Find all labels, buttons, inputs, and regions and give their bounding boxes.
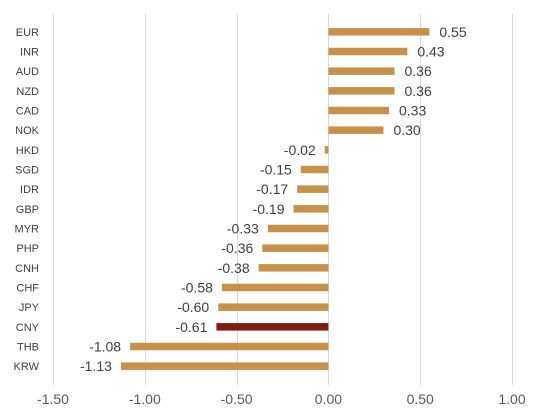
data-labels: 0.55 0.43 0.36 0.36 0.33 0.30 -0.02 -0.15 -0.17 -… bbox=[80, 24, 467, 374]
bar-cnh bbox=[258, 264, 329, 272]
x-axis-tick-labels: -1.50 -1.00 -0.50 0.00 0.50 1.00 bbox=[37, 391, 526, 407]
x-tick-label: 1.00 bbox=[498, 391, 525, 407]
bars-group bbox=[120, 28, 430, 370]
bar-krw bbox=[120, 362, 329, 370]
category-label-chf: CHF bbox=[16, 283, 39, 295]
category-labels: EUR INR AUD NZD CAD NOK HKD SGD IDR GBP MYR PHP CNH C… bbox=[14, 27, 40, 373]
data-label-cad: 0.33 bbox=[399, 103, 426, 119]
bar-cny bbox=[216, 323, 329, 331]
category-label-idr: IDR bbox=[20, 184, 39, 196]
category-label-gbp: GBP bbox=[16, 204, 39, 216]
data-label-inr: 0.43 bbox=[417, 44, 444, 60]
data-label-nzd: 0.36 bbox=[404, 83, 431, 99]
category-label-thb: THB bbox=[17, 342, 39, 354]
category-label-sgd: SGD bbox=[15, 165, 39, 177]
data-label-gbp: -0.19 bbox=[253, 201, 285, 217]
bar-php bbox=[262, 244, 329, 252]
bar-thb bbox=[130, 342, 329, 351]
data-label-hkd: -0.02 bbox=[284, 142, 316, 158]
x-tick-label: 0.50 bbox=[407, 391, 434, 407]
x-tick-label: -1.50 bbox=[37, 391, 69, 407]
bar-nok bbox=[328, 126, 384, 134]
category-label-jpy: JPY bbox=[19, 302, 40, 314]
data-label-cny: -0.61 bbox=[175, 319, 207, 335]
data-label-php: -0.36 bbox=[221, 240, 253, 256]
category-label-php: PHP bbox=[16, 243, 39, 255]
category-label-inr: INR bbox=[20, 47, 39, 59]
category-label-krw: KRW bbox=[14, 361, 40, 373]
category-label-aud: AUD bbox=[16, 66, 39, 78]
bar-jpy bbox=[218, 303, 329, 311]
category-label-myr: MYR bbox=[15, 224, 40, 236]
data-label-eur: 0.55 bbox=[439, 24, 466, 40]
data-label-idr: -0.17 bbox=[256, 181, 288, 197]
bar-cad bbox=[328, 106, 389, 115]
category-label-eur: EUR bbox=[16, 27, 39, 39]
category-label-hkd: HKD bbox=[16, 145, 39, 157]
bar-sgd bbox=[300, 165, 329, 174]
data-label-thb: -1.08 bbox=[89, 339, 121, 355]
bar-gbp bbox=[293, 205, 329, 213]
data-label-nok: 0.30 bbox=[393, 122, 420, 138]
bar-idr bbox=[297, 185, 329, 193]
bar-chf bbox=[221, 283, 329, 292]
x-tick-label: 0.00 bbox=[315, 391, 342, 407]
bar-eur bbox=[328, 28, 430, 36]
data-label-sgd: -0.15 bbox=[260, 162, 292, 178]
bar-nzd bbox=[328, 87, 395, 95]
category-label-cny: CNY bbox=[16, 322, 40, 334]
category-label-nok: NOK bbox=[15, 125, 40, 137]
data-label-jpy: -0.60 bbox=[177, 299, 209, 315]
bar-myr bbox=[267, 224, 329, 233]
x-tick-label: -0.50 bbox=[221, 391, 253, 407]
data-label-myr: -0.33 bbox=[227, 221, 259, 237]
category-label-nzd: NZD bbox=[16, 86, 39, 98]
data-label-chf: -0.58 bbox=[181, 280, 213, 296]
data-label-krw: -1.13 bbox=[80, 358, 112, 374]
category-label-cad: CAD bbox=[16, 106, 39, 118]
grid-lines bbox=[53, 14, 513, 385]
x-tick-label: -1.00 bbox=[129, 391, 161, 407]
data-label-aud: 0.36 bbox=[404, 63, 431, 79]
bar-aud bbox=[328, 67, 395, 75]
bar-inr bbox=[328, 47, 408, 56]
category-label-cnh: CNH bbox=[15, 263, 39, 275]
bar-hkd bbox=[324, 146, 329, 154]
data-label-cnh: -0.38 bbox=[218, 260, 250, 276]
